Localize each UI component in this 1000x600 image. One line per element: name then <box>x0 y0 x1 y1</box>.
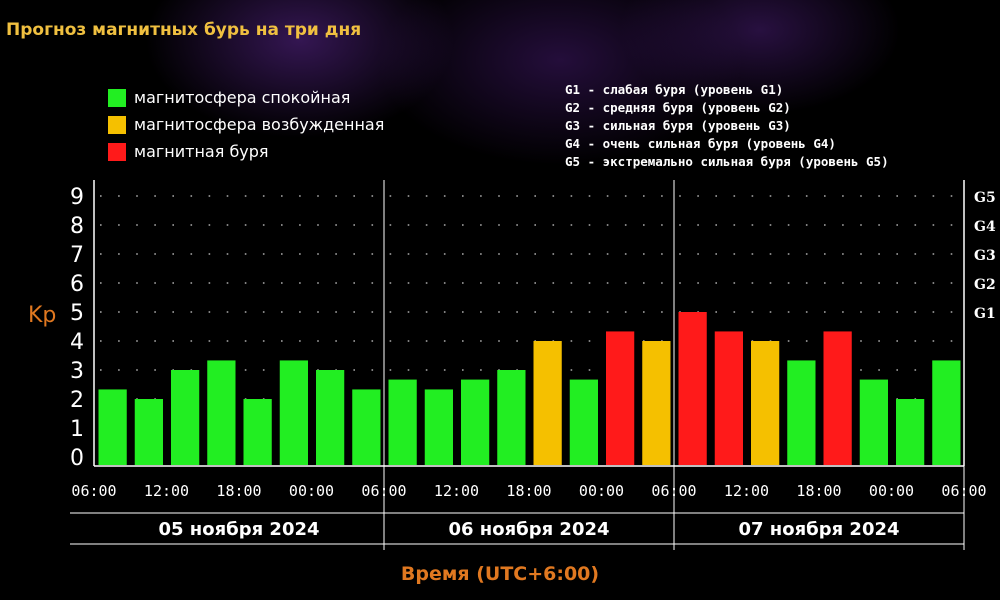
legend-item-calm: магнитосфера спокойная <box>108 84 384 111</box>
x-tick-label: 00:00 <box>869 482 914 500</box>
bar <box>134 399 163 465</box>
legend-label-storm: магнитная буря <box>134 142 269 161</box>
bar <box>642 341 671 465</box>
bar <box>316 370 345 465</box>
bar <box>207 360 236 465</box>
storm-level-g3: G3 - сильная буря (уровень G3) <box>565 118 791 133</box>
y-tick-label: 0 <box>70 446 84 471</box>
date-label: 05 ноября 2024 <box>158 519 319 540</box>
bar <box>388 379 417 465</box>
page-title: Прогноз магнитных бурь на три дня <box>6 20 362 40</box>
legend-swatch-calm <box>108 88 126 107</box>
y-tick-label: 2 <box>70 388 84 413</box>
x-tick-label: 06:00 <box>71 482 116 500</box>
x-tick-label: 18:00 <box>506 482 551 500</box>
g-level-tick: G4 <box>974 219 996 235</box>
x-tick-label: 06:00 <box>941 482 986 500</box>
bar <box>533 341 562 465</box>
bar <box>678 312 707 465</box>
y-tick-label: 7 <box>70 243 84 268</box>
bar <box>279 360 308 465</box>
x-tick-label: 00:00 <box>289 482 334 500</box>
bar <box>98 389 127 465</box>
bar <box>932 360 961 465</box>
y-tick-label: 8 <box>70 214 84 239</box>
x-tick-label: 12:00 <box>434 482 479 500</box>
bar <box>859 379 888 465</box>
x-tick-label: 18:00 <box>796 482 841 500</box>
y-tick-label: 1 <box>70 417 84 442</box>
bar <box>352 389 381 465</box>
legend-label-calm: магнитосфера спокойная <box>134 88 351 107</box>
legend-item-storm: магнитная буря <box>108 138 384 165</box>
y-tick-label: 5 <box>70 301 84 326</box>
y-tick-label: 6 <box>70 272 84 297</box>
x-tick-label: 06:00 <box>651 482 696 500</box>
bar <box>606 331 635 465</box>
bar <box>823 331 852 465</box>
bar <box>787 360 816 465</box>
x-tick-label: 12:00 <box>144 482 189 500</box>
y-tick-label: 3 <box>70 359 84 384</box>
x-tick-label: 06:00 <box>361 482 406 500</box>
g-level-tick: G1 <box>974 306 996 322</box>
bar <box>569 379 598 465</box>
bar <box>461 379 490 465</box>
bar <box>714 331 743 465</box>
y-tick-label: 4 <box>70 330 84 355</box>
y-tick-label: 9 <box>70 185 84 210</box>
x-tick-label: 12:00 <box>724 482 769 500</box>
storm-level-g5: G5 - экстремально сильная буря (уровень … <box>565 154 889 169</box>
g-level-tick: G2 <box>974 277 996 293</box>
bar <box>424 389 453 465</box>
bar <box>896 399 925 465</box>
bar <box>171 370 200 465</box>
storm-level-g2: G2 - средняя буря (уровень G2) <box>565 100 791 115</box>
x-axis-label: Время (UTC+6:00) <box>400 563 600 585</box>
legend-swatch-storm <box>108 142 126 161</box>
storm-level-g1: G1 - слабая буря (уровень G1) <box>565 82 784 97</box>
storm-level-g4: G4 - очень сильная буря (уровень G4) <box>565 136 836 151</box>
date-label: 07 ноября 2024 <box>738 519 899 540</box>
date-label: 06 ноября 2024 <box>448 519 609 540</box>
x-tick-label: 00:00 <box>579 482 624 500</box>
legend: магнитосфера спокойная магнитосфера возб… <box>108 84 384 165</box>
legend-label-excited: магнитосфера возбужденная <box>134 115 385 134</box>
legend-item-excited: магнитосфера возбужденная <box>108 111 384 138</box>
y-axis-label: Kp <box>28 303 56 328</box>
g-level-tick: G5 <box>974 190 996 206</box>
legend-swatch-excited <box>108 115 126 134</box>
storm-level-legend: G1 - слабая буря (уровень G1) G2 - средн… <box>565 81 889 171</box>
bar <box>243 399 272 465</box>
bar <box>497 370 526 465</box>
x-tick-label: 18:00 <box>216 482 261 500</box>
bar <box>751 341 780 465</box>
g-level-tick: G3 <box>974 248 996 264</box>
